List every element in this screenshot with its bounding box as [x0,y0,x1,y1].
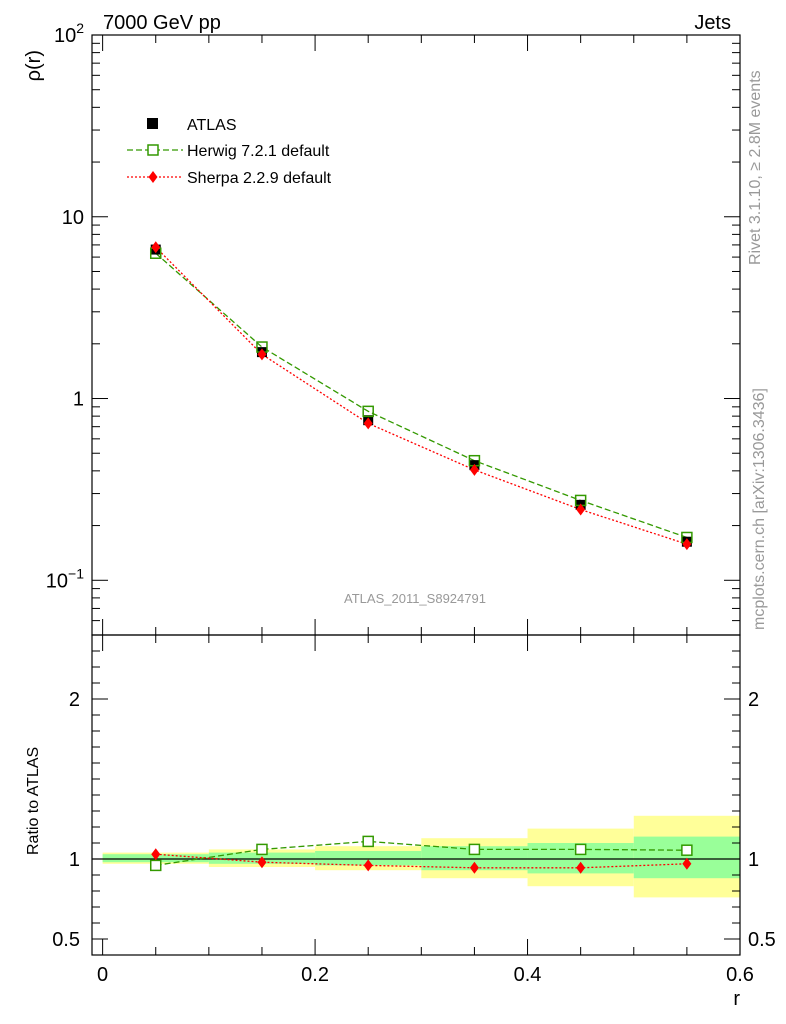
x-axis-label: r [733,988,740,1010]
sherpa-line [155,246,688,545]
ratio-plot-area [92,815,740,898]
herwig-point [362,405,374,418]
side-label-bottom: mcplots.cern.ch [arXiv:1306.3436] [751,388,768,630]
main-y-axis-label: ρ(r) [23,50,45,81]
side-label-top: Rivet 3.1.10, ≥ 2.8M events [747,70,764,265]
ratio-y-tick-label-right: 0.5 [748,929,776,951]
ratio-herwig-point [681,844,693,856]
ratio-sherpa-point [151,848,161,861]
ratio-herwig-point [362,835,374,848]
ratio-herwig-point [468,843,481,856]
legend-sherpa-label: Sherpa 2.2.9 default [187,170,332,187]
ratio-axes: 0.5 0.5 1 1 2 2 0 0.2 0.4 0.6 [52,634,776,986]
ratio-sherpa-point [682,857,692,870]
legend-atlas-label: ATLAS [187,117,237,134]
sherpa-point [363,417,373,430]
main-y-tick-label: 1 [73,389,84,411]
x-tick-label: 0.6 [726,964,754,986]
main-panel: 10−1 1 10 102 ATLAS_2011_S8924791 ρ(r) [23,20,741,636]
sherpa-point [257,348,267,361]
ratio-sherpa-point [576,861,586,874]
x-tick-label: 0 [97,964,108,986]
ratio-herwig-point [149,859,162,872]
ratio-panel: 0.5 0.5 1 1 2 2 0 0.2 0.4 0.6 Ratio to ATLAS r [25,634,776,1010]
sherpa-point [576,503,586,516]
ratio-sherpa-point [257,856,267,869]
ratio-y-tick-label-left: 2 [69,689,80,711]
legend-herwig-marker [147,144,159,156]
analysis-id: ATLAS_2011_S8924791 [344,591,486,606]
x-tick-label: 0.4 [514,964,542,986]
ratio-sherpa-point [363,859,373,872]
ratio-sherpa-point [469,861,479,874]
main-plot-area [149,241,693,551]
sherpa-point [469,463,479,476]
main-y-tick-label: 10−1 [46,565,84,592]
ratio-y-tick-label-right: 2 [748,689,759,711]
header-right-title: Jets [694,12,731,34]
sherpa-point [151,241,161,254]
main-y-tick-label: 102 [54,20,84,47]
herwig-line [155,252,688,539]
uncertainty-band-inner [315,851,422,866]
x-tick-label: 0.2 [301,964,329,986]
legend-atlas-marker [147,118,158,129]
ratio-herwig-point [256,843,268,856]
ratio-herwig-line [155,840,687,867]
main-y-tick-label: 10 [62,207,84,229]
ratio-y-tick-label-right: 1 [748,849,759,871]
legend-herwig-label: Herwig 7.2.1 default [187,143,330,160]
main-axes: 10−1 1 10 102 [46,20,741,636]
ratio-sherpa-line [155,853,687,869]
header-left-title: 7000 GeV pp [103,12,221,34]
ratio-y-tick-label-left: 0.5 [52,929,80,951]
ratio-y-tick-label-left: 1 [69,849,80,871]
ratio-frame [91,634,741,956]
legend: ATLAS Herwig 7.2.1 default Sherpa 2.2.9 … [127,117,332,187]
uncertainty-band-inner [633,836,740,879]
legend-sherpa-marker [148,171,158,183]
sherpa-point [682,538,692,551]
ratio-y-axis-label: Ratio to ATLAS [25,747,42,855]
ratio-herwig-point [574,843,587,856]
